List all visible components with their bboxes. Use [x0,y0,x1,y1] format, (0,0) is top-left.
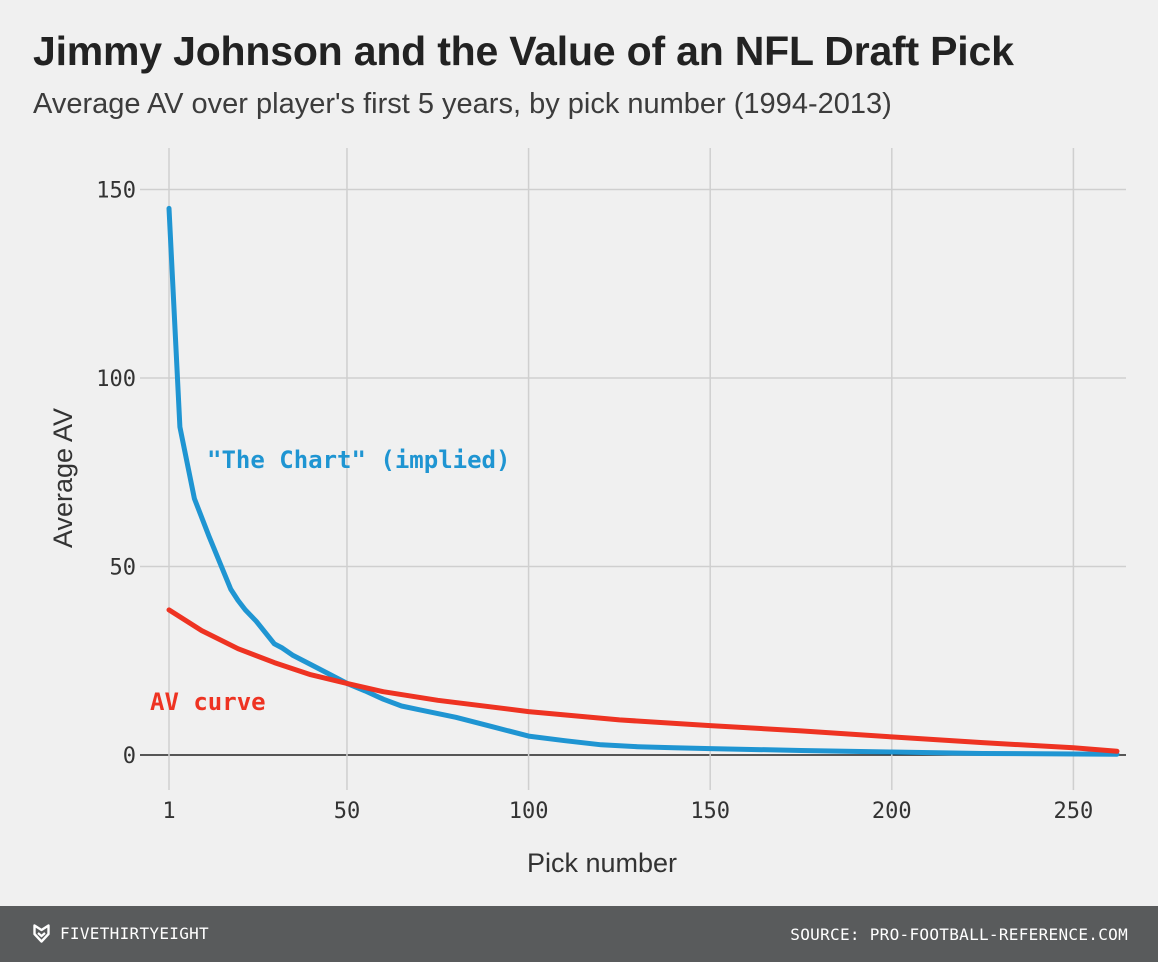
series-labels: "The Chart" (implied) AV curve [150,446,510,716]
av-curve-label: AV curve [150,688,266,716]
x-axis-tick-labels: 1 50 100 150 200 250 [162,799,1093,824]
the-chart-implied-label: "The Chart" (implied) [207,446,510,474]
chart-title: Jimmy Johnson and the Value of an NFL Dr… [33,28,1014,74]
y-axis-tick-labels: 0 50 100 150 [96,179,136,770]
x-tick-label: 50 [334,799,361,824]
source-credit: SOURCE: PRO-FOOTBALL-REFERENCE.COM [790,925,1128,944]
av-curve-line [166,607,1120,754]
x-tick-label: 100 [509,799,549,824]
footer-bar: FIVETHIRTYEIGHT SOURCE: PRO-FOOTBALL-REF… [0,906,1158,962]
y-tick-label: 150 [96,179,136,204]
brand: FIVETHIRTYEIGHT [33,924,209,943]
series-lines [166,205,1120,757]
the-chart-implied-line [166,205,1120,757]
x-tick-label: 250 [1054,799,1094,824]
fivethirtyeight-logo-icon [33,924,50,943]
brand-name: FIVETHIRTYEIGHT [60,924,209,943]
chart-subtitle: Average AV over player's first 5 years, … [33,88,892,120]
y-axis-title: Average AV [48,408,78,548]
x-tick-label: 150 [690,799,730,824]
x-tick-label: 1 [162,799,175,824]
y-tick-label: 50 [110,556,137,581]
y-tick-label: 0 [123,744,136,769]
x-axis-title: Pick number [527,848,677,878]
x-tick-label: 200 [872,799,912,824]
y-tick-label: 100 [96,367,136,392]
